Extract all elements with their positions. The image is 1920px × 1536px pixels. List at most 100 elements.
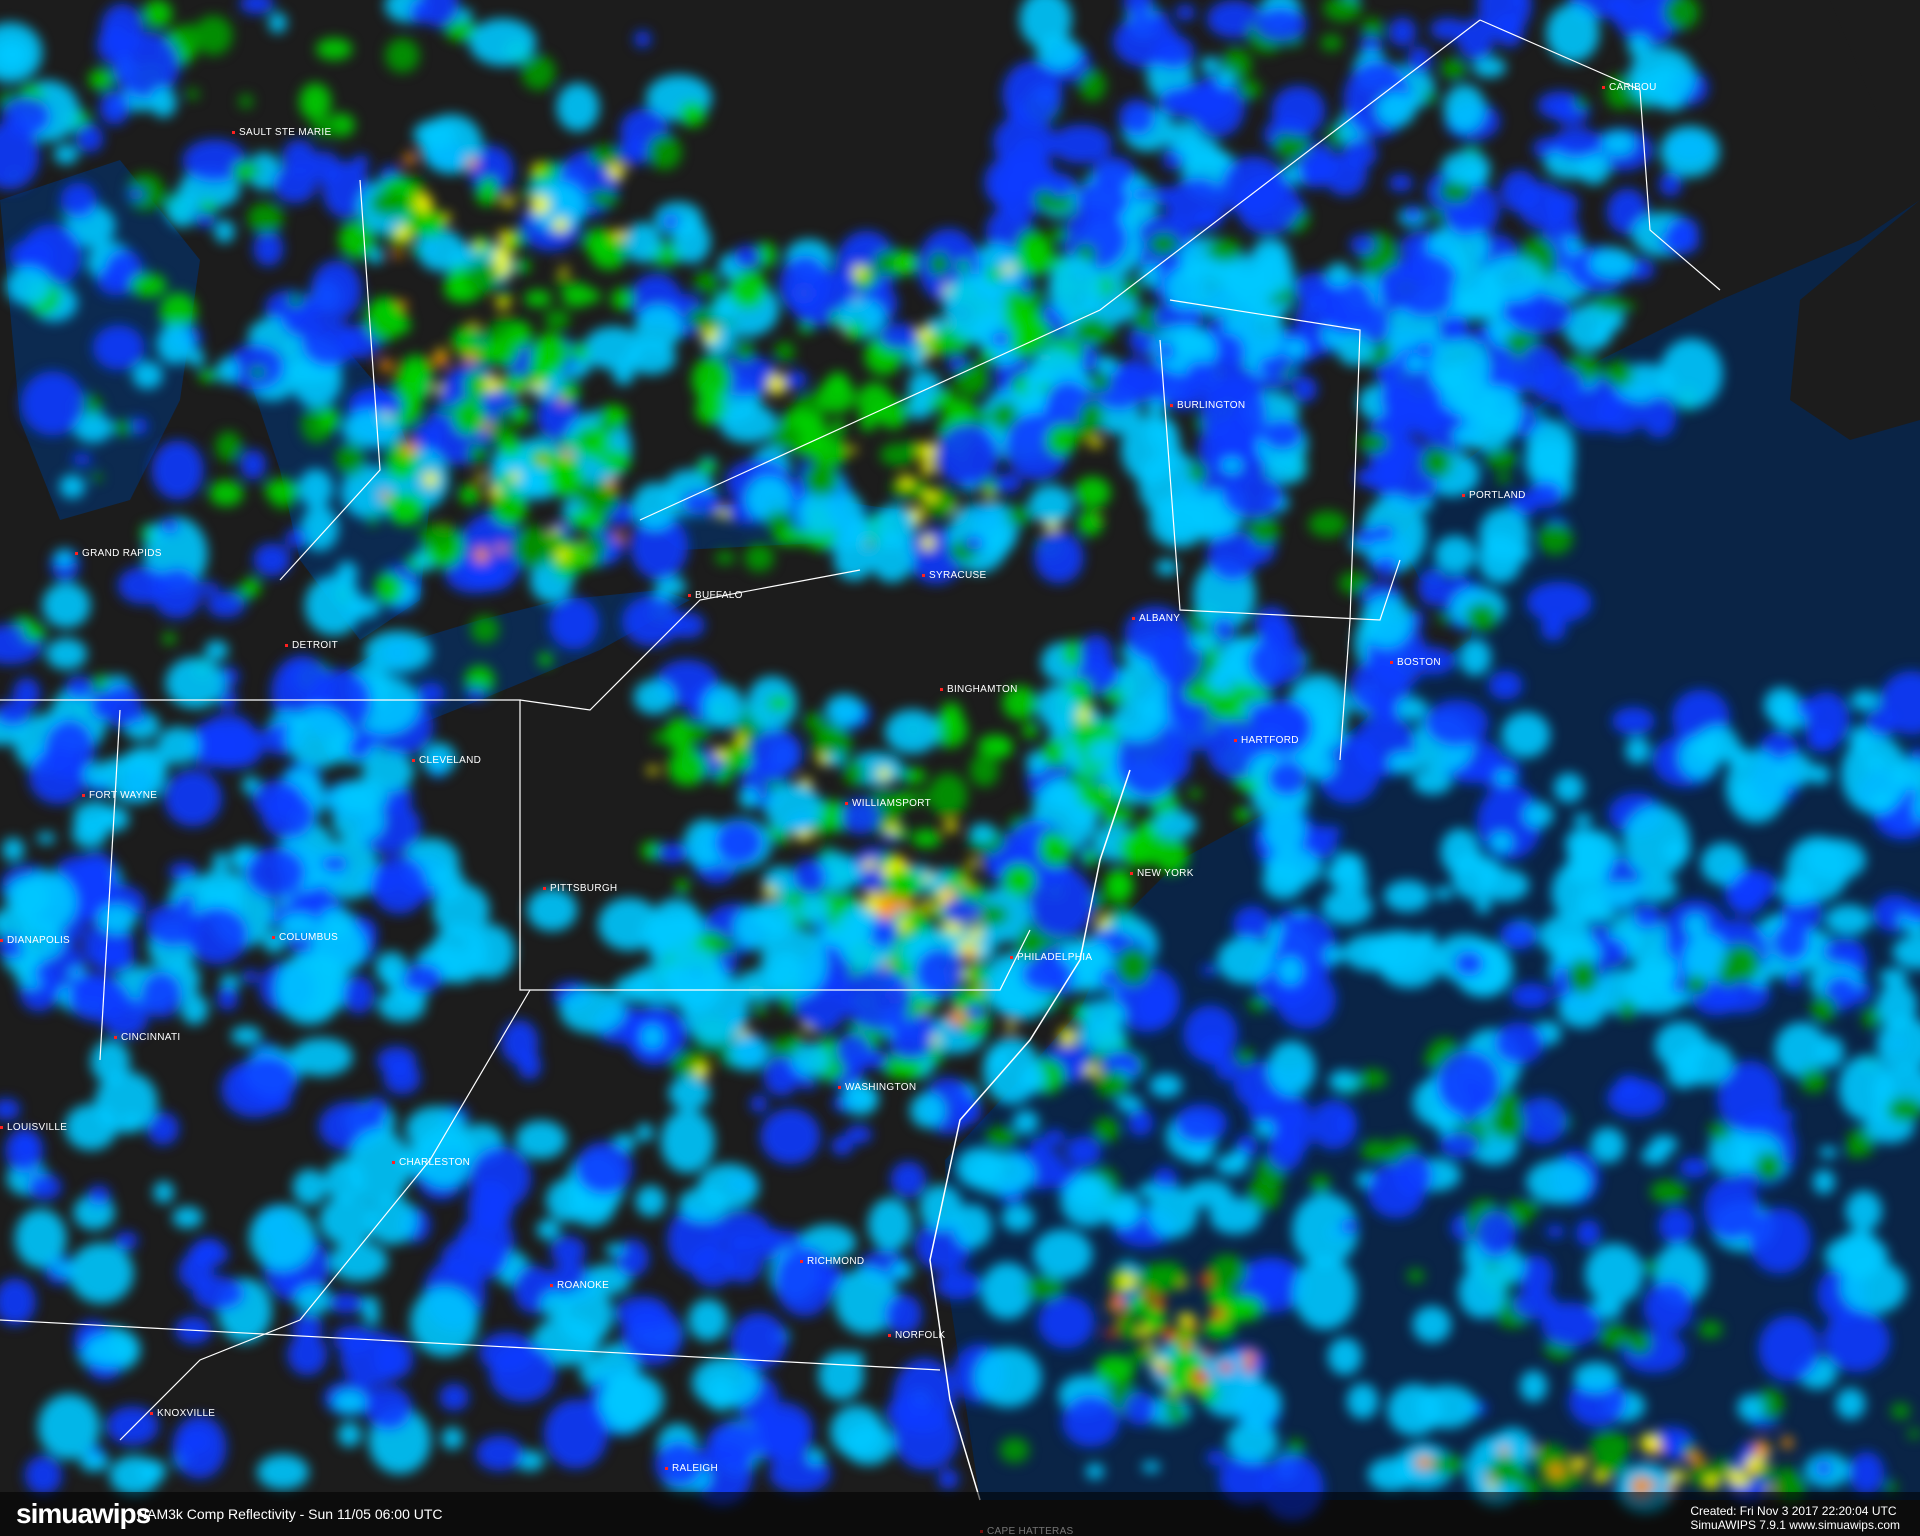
reflectivity-cell [715, 936, 737, 956]
reflectivity-cell [915, 791, 930, 804]
reflectivity-cell [910, 907, 925, 923]
reflectivity-cell [1126, 1298, 1149, 1314]
reflectivity-cell [1230, 1295, 1263, 1322]
reflectivity-cell [972, 501, 1019, 557]
reflectivity-cell [691, 1356, 760, 1409]
reflectivity-cell [14, 870, 77, 934]
reflectivity-cell [1208, 449, 1226, 468]
reflectivity-cell [1665, 1484, 1678, 1495]
reflectivity-cell [1422, 90, 1438, 105]
reflectivity-cell [575, 1141, 633, 1195]
city-marker-icon [1234, 738, 1237, 742]
reflectivity-cell [1148, 232, 1179, 256]
reflectivity-cell [410, 245, 423, 255]
reflectivity-cell [1452, 424, 1486, 448]
reflectivity-cell [1526, 1159, 1590, 1204]
reflectivity-cell [746, 1415, 812, 1461]
reflectivity-cell [99, 90, 130, 126]
reflectivity-cell [943, 273, 1006, 342]
reflectivity-cell [491, 489, 528, 527]
reflectivity-cell [1501, 712, 1551, 758]
reflectivity-cell [550, 1235, 586, 1267]
city-marker-icon [665, 1466, 668, 1470]
reflectivity-cell [867, 1198, 913, 1251]
reflectivity-cell [465, 687, 487, 701]
reflectivity-cell [463, 924, 515, 979]
reflectivity-cell [722, 1235, 764, 1283]
reflectivity-cell [1234, 807, 1252, 822]
reflectivity-cell [884, 1293, 923, 1335]
reflectivity-cell [1011, 869, 1029, 886]
city-marker-icon [940, 687, 943, 691]
reflectivity-cell [604, 1373, 665, 1426]
reflectivity-cell [300, 505, 339, 551]
reflectivity-cell [891, 250, 918, 276]
reflectivity-cell [1094, 1355, 1135, 1386]
reflectivity-cell [605, 1243, 625, 1257]
city-marker-icon [1010, 955, 1013, 959]
reflectivity-cell [1028, 867, 1095, 939]
reflectivity-cell [1737, 1394, 1765, 1422]
reflectivity-cell [1499, 920, 1538, 950]
reflectivity-cell [1510, 982, 1552, 1009]
reflectivity-cell [556, 83, 600, 132]
city-label: RICHMOND [800, 1256, 864, 1267]
reflectivity-cell [1077, 510, 1103, 536]
reflectivity-cell [37, 1394, 101, 1460]
reflectivity-cell [559, 436, 574, 449]
reflectivity-cell [749, 728, 803, 777]
reflectivity-cell [531, 382, 546, 392]
reflectivity-cell [1795, 698, 1817, 717]
city-marker-icon [1602, 85, 1605, 89]
reflectivity-cell [257, 1454, 309, 1490]
reflectivity-cell [347, 737, 372, 759]
reflectivity-cell [992, 473, 1022, 493]
reflectivity-cell [583, 326, 643, 370]
reflectivity-cell [1088, 437, 1103, 448]
reflectivity-cell [338, 220, 376, 259]
reflectivity-cell [1703, 1176, 1760, 1241]
reflectivity-cell [1206, 0, 1262, 39]
reflectivity-cell [1061, 1394, 1120, 1448]
reflectivity-cell [209, 480, 244, 507]
reflectivity-cell [1180, 1338, 1194, 1352]
reflectivity-cell [1819, 1146, 1838, 1159]
reflectivity-cell [909, 1092, 946, 1128]
reflectivity-cell [538, 652, 553, 667]
reflectivity-cell [321, 855, 348, 873]
reflectivity-cell [1093, 1117, 1120, 1143]
reflectivity-cell [636, 1123, 654, 1142]
reflectivity-cell [923, 873, 934, 882]
reflectivity-cell [1331, 852, 1360, 878]
reflectivity-cell [969, 753, 999, 787]
reflectivity-cell [465, 260, 499, 295]
reflectivity-cell [963, 949, 977, 962]
reflectivity-cell [1206, 691, 1246, 720]
city-name: FORT WAYNE [89, 790, 158, 801]
reflectivity-cell [1146, 399, 1166, 417]
reflectivity-cell [890, 1161, 927, 1198]
reflectivity-cell [984, 1048, 1011, 1071]
reflectivity-cell [1392, 252, 1460, 318]
city-marker-icon [922, 573, 925, 577]
reflectivity-cell [28, 748, 88, 805]
reflectivity-cell [630, 512, 689, 580]
reflectivity-cell [1254, 1120, 1275, 1138]
reflectivity-cell [768, 426, 803, 449]
reflectivity-cell [531, 181, 587, 233]
reflectivity-cell [561, 282, 592, 308]
reflectivity-cell [985, 1126, 1018, 1148]
reflectivity-cell [1229, 272, 1276, 306]
reflectivity-cell [1907, 1428, 1920, 1439]
reflectivity-cell [1267, 1041, 1316, 1096]
reflectivity-cell [957, 258, 970, 274]
reflectivity-cell [894, 792, 917, 806]
reflectivity-cell [216, 723, 265, 768]
reflectivity-cell [1217, 936, 1273, 984]
reflectivity-cell [921, 460, 936, 476]
reflectivity-cell [880, 866, 893, 877]
reflectivity-cell [1030, 1137, 1049, 1154]
reflectivity-cell [698, 1163, 759, 1210]
reflectivity-cell [1465, 602, 1499, 632]
reflectivity-cell [1708, 1121, 1730, 1141]
